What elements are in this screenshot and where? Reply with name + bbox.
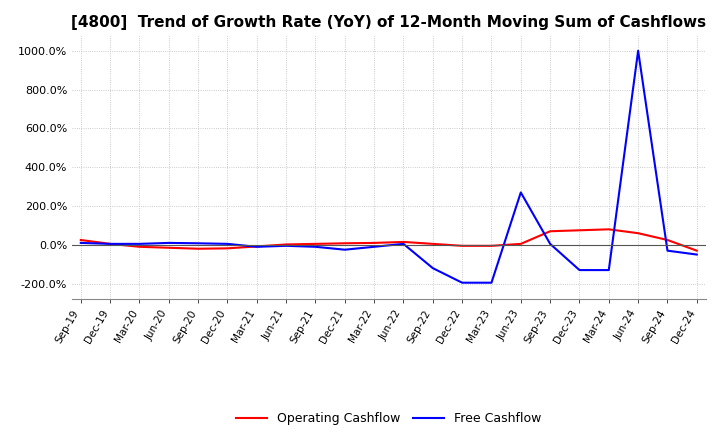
Operating Cashflow [693,248,701,253]
Operating Cashflow [135,244,144,249]
Free Cashflow [605,268,613,273]
Free Cashflow [253,244,261,249]
Free Cashflow [693,252,701,257]
Free Cashflow [634,48,642,53]
Operating Cashflow [164,245,173,250]
Operating Cashflow [663,237,672,242]
Operating Cashflow [458,243,467,249]
Free Cashflow [282,243,290,249]
Line: Operating Cashflow: Operating Cashflow [81,229,697,251]
Operating Cashflow [634,231,642,236]
Title: [4800]  Trend of Growth Rate (YoY) of 12-Month Moving Sum of Cashflows: [4800] Trend of Growth Rate (YoY) of 12-… [71,15,706,30]
Free Cashflow [106,241,114,246]
Free Cashflow [76,240,85,246]
Operating Cashflow [428,241,437,246]
Operating Cashflow [516,241,525,246]
Line: Free Cashflow: Free Cashflow [81,51,697,283]
Free Cashflow [575,268,584,273]
Operating Cashflow [341,241,349,246]
Free Cashflow [516,190,525,195]
Free Cashflow [458,280,467,286]
Operating Cashflow [399,239,408,245]
Free Cashflow [428,265,437,271]
Operating Cashflow [253,244,261,249]
Operating Cashflow [282,242,290,247]
Free Cashflow [135,241,144,246]
Operating Cashflow [106,241,114,246]
Operating Cashflow [487,243,496,249]
Operating Cashflow [311,241,320,246]
Operating Cashflow [575,227,584,233]
Free Cashflow [223,241,232,246]
Operating Cashflow [370,240,379,246]
Free Cashflow [164,240,173,246]
Operating Cashflow [223,246,232,251]
Free Cashflow [370,244,379,249]
Free Cashflow [311,244,320,249]
Free Cashflow [546,241,554,246]
Operating Cashflow [605,227,613,232]
Free Cashflow [194,241,202,246]
Free Cashflow [341,247,349,253]
Legend: Operating Cashflow, Free Cashflow: Operating Cashflow, Free Cashflow [231,407,546,430]
Free Cashflow [487,280,496,286]
Operating Cashflow [194,246,202,251]
Free Cashflow [663,248,672,253]
Free Cashflow [399,241,408,246]
Operating Cashflow [76,237,85,242]
Operating Cashflow [546,229,554,234]
